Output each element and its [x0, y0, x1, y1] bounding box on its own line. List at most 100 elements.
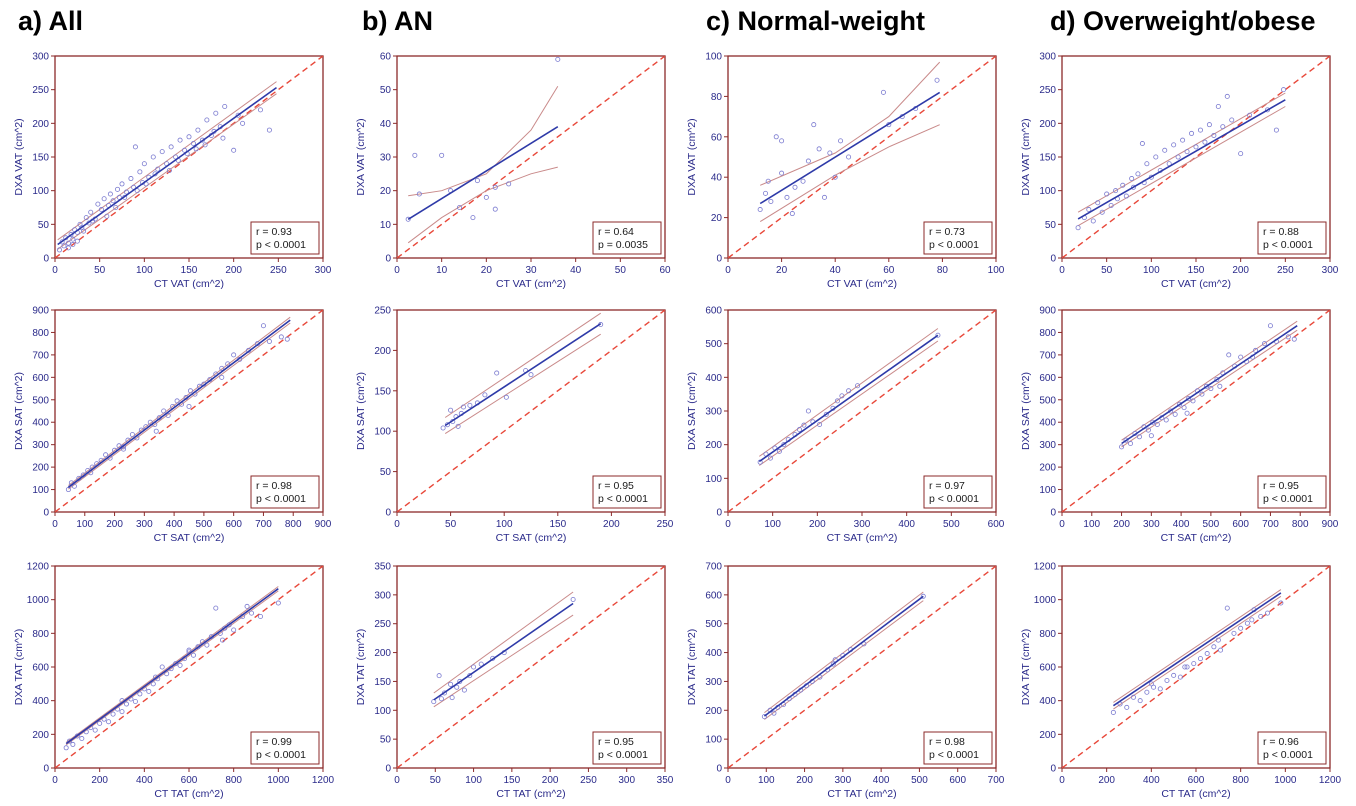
x-tick-label: 50	[445, 519, 457, 530]
stats-box	[250, 731, 320, 765]
y-tick-label: 400	[32, 696, 49, 707]
correlation-text: r = 0.95	[1263, 480, 1299, 492]
p-value-text: p < 0.0001	[256, 239, 306, 251]
data-point	[101, 716, 107, 722]
data-point	[1215, 637, 1221, 643]
x-tick-label: 60	[659, 265, 671, 276]
data-point	[244, 603, 250, 609]
y-tick-label: 400	[32, 418, 49, 429]
data-point	[1224, 93, 1230, 99]
data-point	[1184, 410, 1190, 416]
y-tick-label: 300	[32, 440, 49, 451]
x-tick-label: 0	[1059, 265, 1065, 276]
data-point	[1249, 617, 1255, 623]
regression-line	[433, 602, 574, 701]
data-point	[1163, 417, 1169, 423]
x-tick-label: 0	[52, 265, 58, 276]
x-tick-label: 150	[504, 775, 521, 786]
data-point	[266, 127, 272, 133]
data-point	[1190, 398, 1196, 404]
data-point	[776, 448, 782, 454]
ci-upper-line	[764, 591, 924, 713]
y-tick-label: 600	[1039, 373, 1056, 384]
panel-an-sat: 0 50 100 150 200 250 0 50 100 150 200 250 CT SAT (cm…	[355, 306, 674, 545]
stats-box	[923, 475, 993, 509]
y-tick-label: 150	[32, 153, 49, 164]
y-tick-label: 250	[1039, 85, 1056, 96]
p-value-text: p < 0.0001	[598, 749, 648, 761]
data-point	[846, 154, 852, 160]
data-point	[779, 138, 785, 144]
y-tick-label: 30	[380, 153, 392, 164]
data-point	[503, 394, 509, 400]
data-point	[448, 681, 454, 687]
plot-area	[55, 56, 323, 258]
data-point	[1264, 107, 1270, 113]
ci-lower-line	[1121, 329, 1298, 448]
y-tick-label: 800	[1039, 328, 1056, 339]
data-point	[416, 191, 422, 197]
panel-an-tat: 0 50 100 150 200 250 300 350 0 50 100 150 200 250 300 3…	[355, 562, 674, 801]
x-axis-label: CT VAT (cm^2)	[827, 278, 897, 290]
data-point	[266, 338, 272, 344]
data-point	[805, 158, 811, 164]
data-point	[155, 166, 161, 172]
data-point	[123, 189, 129, 195]
data-point	[1171, 142, 1177, 148]
data-point	[1238, 625, 1244, 631]
data-point	[1177, 401, 1183, 407]
data-point	[784, 194, 790, 200]
data-point	[63, 745, 69, 751]
data-point	[222, 104, 228, 110]
y-tick-label: 200	[374, 346, 391, 357]
data-point	[1129, 176, 1135, 182]
x-tick-label: 500	[943, 519, 960, 530]
data-point	[1130, 694, 1136, 700]
x-tick-label: 600	[181, 775, 198, 786]
data-point	[134, 188, 140, 194]
y-tick-label: 700	[1039, 350, 1056, 361]
x-tick-label: 300	[315, 265, 332, 276]
data-point	[204, 117, 210, 123]
data-point	[1113, 188, 1119, 194]
x-tick-label: 400	[898, 519, 915, 530]
y-tick-label: 150	[1039, 153, 1056, 164]
x-tick-label: 200	[1113, 519, 1130, 530]
y-tick-label: 150	[374, 386, 391, 397]
data-point	[240, 120, 246, 126]
data-point	[827, 150, 833, 156]
data-point	[193, 146, 199, 152]
x-tick-label: 250	[1277, 265, 1294, 276]
data-point	[70, 236, 76, 242]
data-point	[1208, 386, 1214, 392]
data-point	[570, 596, 576, 602]
data-point	[467, 402, 473, 408]
data-point	[177, 662, 183, 668]
plot-area	[1062, 310, 1330, 512]
data-point	[222, 625, 228, 631]
y-tick-label: 250	[374, 619, 391, 630]
data-point	[129, 432, 135, 438]
data-point	[65, 245, 71, 251]
x-tick-label: 200	[91, 775, 108, 786]
data-point	[1123, 193, 1129, 199]
y-tick-label: 0	[43, 254, 49, 265]
data-point	[779, 170, 785, 176]
ci-upper-line	[57, 81, 277, 241]
y-tick-label: 500	[705, 339, 722, 350]
x-tick-label: 350	[657, 775, 674, 786]
y-tick-label: 50	[38, 220, 50, 231]
data-point	[190, 141, 196, 147]
data-point	[161, 408, 167, 414]
y-tick-label: 0	[716, 254, 722, 265]
y-tick-label: 800	[32, 328, 49, 339]
y-tick-label: 100	[1039, 186, 1056, 197]
regression-line	[1077, 99, 1286, 220]
data-point	[1267, 323, 1273, 329]
ci-upper-line	[65, 586, 279, 743]
data-point	[257, 107, 263, 113]
y-tick-label: 200	[32, 119, 49, 130]
stats-box	[592, 221, 662, 255]
data-point	[1151, 684, 1157, 690]
data-point	[164, 671, 170, 677]
